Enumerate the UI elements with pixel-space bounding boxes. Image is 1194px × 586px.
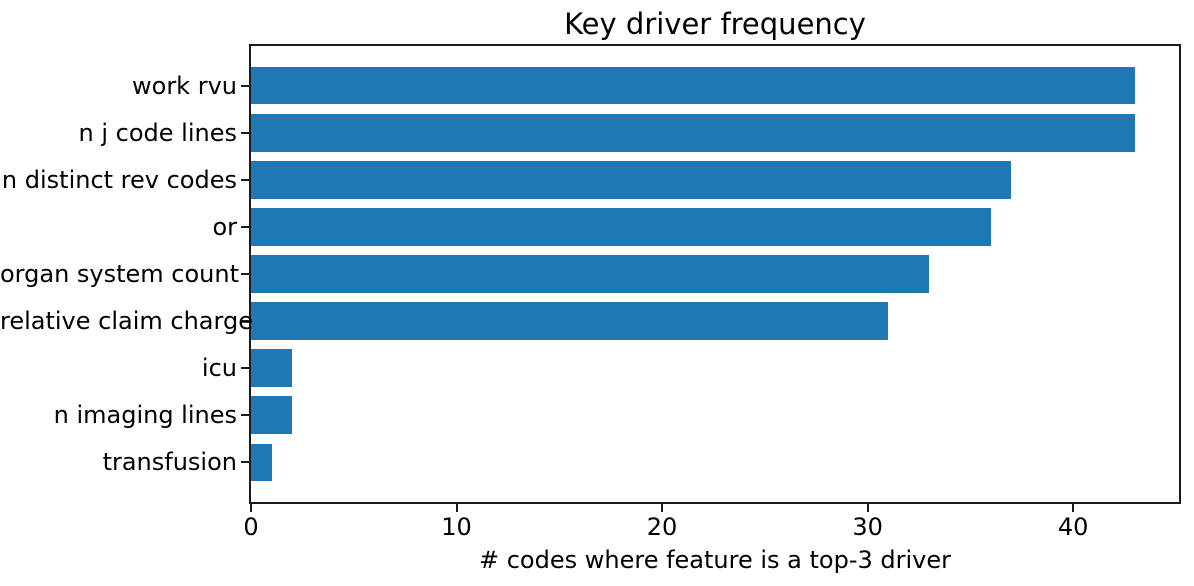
y-tick-mark [241, 273, 249, 275]
bar-or [251, 208, 991, 246]
x-tick-mark [661, 504, 664, 512]
x-tick-mark [1072, 504, 1075, 512]
y-tick-mark [241, 131, 249, 134]
y-tick-label: n j code lines [78, 118, 237, 147]
bar-transfusion [251, 443, 272, 482]
x-tick-label: 20 [646, 513, 678, 541]
x-tick-mark [250, 504, 252, 512]
bar-work-rvu [251, 66, 1135, 105]
x-axis-label: # codes where feature is a top-3 driver [479, 546, 951, 574]
x-tick-mark [866, 504, 869, 512]
y-tick-label: transfusion [102, 448, 237, 477]
x-tick-label: 40 [1057, 513, 1089, 541]
bar-n-imaging-lines [251, 396, 293, 435]
x-tick-mark [455, 504, 458, 512]
x-tick-label: 10 [441, 513, 472, 541]
plot-area [249, 44, 1181, 504]
y-tick-label: n imaging lines [53, 401, 237, 430]
chart-title: Key driver frequency [564, 7, 866, 41]
y-tick-mark [241, 320, 249, 323]
x-tick-label: 30 [852, 513, 883, 541]
y-tick-mark [241, 84, 249, 87]
y-tick-mark [241, 225, 249, 228]
y-tick-mark [241, 178, 249, 181]
bar-n-j-code-lines [251, 113, 1135, 152]
x-tick-label: 0 [243, 513, 259, 541]
y-tick-label: icu [201, 354, 237, 383]
bar-icu [251, 349, 293, 388]
bar-n-distinct-rev-codes [251, 160, 1012, 199]
y-tick-mark [241, 461, 249, 464]
y-tick-label: relative claim charge [0, 307, 253, 336]
y-tick-mark [241, 414, 249, 417]
y-tick-label: organ system count [0, 260, 240, 288]
y-tick-label: n distinct rev codes [1, 165, 237, 194]
bar-organ-system-count [251, 255, 930, 293]
y-tick-label: or [212, 212, 237, 241]
y-tick-label: work rvu [132, 71, 237, 100]
bar-relative-claim-charge [251, 302, 889, 340]
y-tick-mark [241, 367, 249, 370]
